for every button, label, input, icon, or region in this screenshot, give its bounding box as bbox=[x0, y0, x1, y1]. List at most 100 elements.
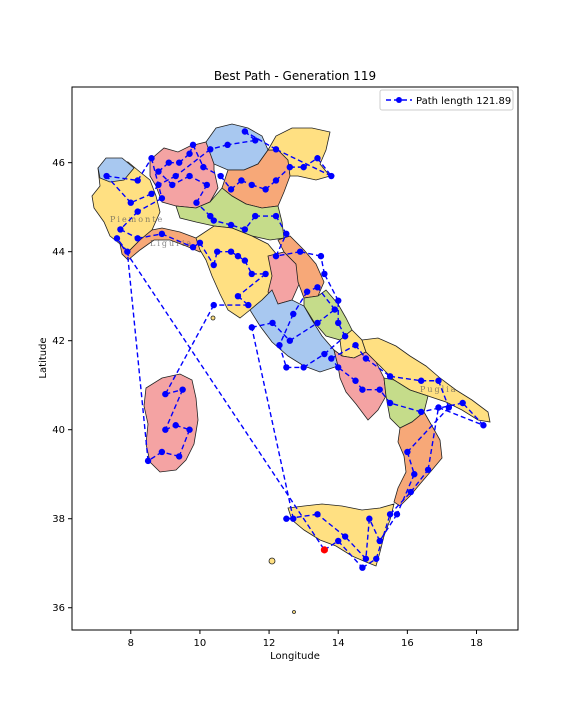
route-segment bbox=[300, 250, 322, 257]
route-segment bbox=[244, 130, 277, 150]
route-point bbox=[158, 448, 166, 456]
route-point bbox=[272, 212, 280, 220]
route-segment bbox=[275, 250, 301, 257]
x-tick-label: 8 bbox=[128, 638, 134, 649]
route-segment bbox=[337, 366, 356, 382]
map-label-liguria: Liguria bbox=[150, 239, 193, 248]
route-point bbox=[328, 355, 335, 362]
route-segment bbox=[189, 175, 208, 186]
route-point bbox=[407, 488, 415, 496]
island-ustica bbox=[268, 557, 276, 565]
route-segment bbox=[275, 166, 291, 181]
route-segment bbox=[421, 402, 463, 413]
route-point bbox=[245, 301, 252, 309]
x-tick-label: 10 bbox=[194, 638, 207, 649]
route-point bbox=[248, 324, 255, 331]
region-campania bbox=[333, 349, 387, 421]
route-segment bbox=[365, 357, 391, 377]
route-point bbox=[352, 341, 359, 349]
route-points bbox=[103, 128, 487, 571]
route-point bbox=[210, 301, 217, 309]
route-point bbox=[303, 288, 311, 295]
route-point bbox=[172, 422, 179, 429]
island-lampedusa bbox=[292, 610, 296, 614]
route-point bbox=[241, 226, 249, 233]
x-tick-label: 16 bbox=[401, 638, 414, 649]
route-point bbox=[362, 555, 370, 562]
route-point bbox=[335, 297, 342, 304]
route-segment bbox=[120, 228, 139, 239]
route-point bbox=[417, 377, 425, 384]
route-point bbox=[283, 230, 290, 238]
route-segment bbox=[251, 322, 273, 329]
route-point bbox=[290, 310, 297, 318]
italy-map: Piemonte Liguria Puglia bbox=[91, 123, 491, 614]
route-segment bbox=[317, 513, 346, 538]
island-elba bbox=[210, 315, 216, 321]
legend: Path length 121.89 bbox=[379, 89, 514, 111]
route-segment bbox=[379, 513, 398, 542]
x-tick-label: 14 bbox=[332, 638, 345, 649]
route-segment bbox=[278, 313, 294, 346]
route-point bbox=[189, 244, 197, 251]
x-tick-label: 18 bbox=[470, 638, 483, 649]
route-segment bbox=[227, 139, 256, 146]
route-segment bbox=[275, 148, 332, 177]
route-point bbox=[373, 555, 380, 562]
route-point bbox=[175, 159, 183, 166]
route-point bbox=[234, 292, 242, 300]
route-point bbox=[241, 128, 249, 135]
route-segment bbox=[130, 193, 152, 204]
route-point bbox=[314, 511, 321, 518]
route-point bbox=[148, 155, 155, 162]
route-point bbox=[386, 399, 394, 407]
route-point bbox=[189, 141, 197, 149]
legend-label: Path length 121.89 bbox=[416, 96, 511, 107]
route-segment bbox=[389, 375, 422, 382]
y-axis: 36 38 40 42 44 46 bbox=[52, 158, 72, 614]
route-point bbox=[248, 270, 255, 278]
y-tick-label: 36 bbox=[52, 603, 65, 614]
route-point bbox=[113, 235, 121, 242]
route-segment bbox=[195, 184, 208, 204]
route-point bbox=[393, 511, 401, 518]
route-point bbox=[359, 386, 366, 393]
y-axis-label: Latitude bbox=[38, 337, 49, 378]
route-point bbox=[283, 515, 290, 522]
legend-marker bbox=[396, 97, 402, 103]
route-point bbox=[331, 306, 338, 313]
route-segment bbox=[437, 380, 450, 408]
route-point bbox=[162, 390, 169, 398]
route-segment bbox=[323, 273, 339, 301]
route-point bbox=[262, 270, 269, 278]
route-point bbox=[359, 564, 366, 571]
route-point bbox=[196, 239, 204, 246]
route-point bbox=[445, 404, 453, 411]
route-point bbox=[224, 141, 231, 149]
route-segment bbox=[116, 237, 325, 551]
route-segment bbox=[175, 148, 211, 177]
route-point bbox=[417, 408, 425, 416]
route-segment bbox=[365, 518, 371, 559]
region-friuli bbox=[267, 127, 331, 181]
route-point bbox=[321, 350, 328, 358]
route-segment bbox=[389, 402, 422, 413]
route-point bbox=[459, 399, 466, 407]
route-segment bbox=[275, 233, 287, 257]
route-point bbox=[148, 190, 155, 198]
route-segment bbox=[406, 406, 450, 453]
route-point bbox=[362, 355, 370, 362]
route-point bbox=[217, 172, 224, 180]
route-point bbox=[404, 448, 411, 456]
route-segment bbox=[330, 344, 356, 360]
start-point bbox=[320, 546, 328, 554]
route-point bbox=[411, 471, 418, 478]
route-segment bbox=[251, 327, 294, 519]
route-point bbox=[214, 248, 221, 255]
y-tick-label: 38 bbox=[52, 514, 65, 525]
route-point bbox=[286, 337, 294, 344]
route-point bbox=[241, 257, 249, 264]
route-segment bbox=[192, 144, 205, 168]
route-segment bbox=[171, 175, 190, 186]
